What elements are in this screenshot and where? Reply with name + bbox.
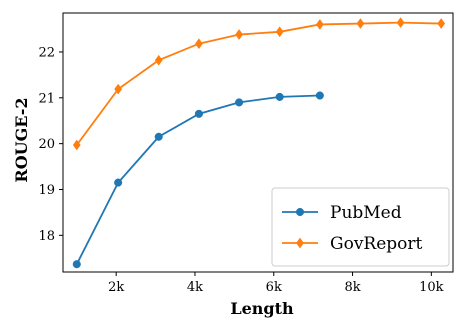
legend-label: GovReport <box>330 234 423 254</box>
y-tick-label: 20 <box>38 137 55 152</box>
data-point <box>195 38 203 50</box>
x-tick-label: 8k <box>344 280 360 295</box>
data-point <box>72 260 81 269</box>
legend-item-govreport: GovReport <box>282 234 423 254</box>
data-point <box>356 18 365 29</box>
legend-marker <box>295 207 305 217</box>
plot-area <box>72 17 446 269</box>
data-point <box>114 178 123 187</box>
series-line <box>76 21 442 146</box>
y-axis-title: ROUGE-2 <box>12 97 31 182</box>
data-point <box>154 132 163 141</box>
data-point <box>114 83 123 95</box>
data-point <box>194 109 203 118</box>
data-point <box>437 18 446 29</box>
x-tick-label: 10k <box>419 280 444 295</box>
x-tick-label: 6k <box>266 280 282 295</box>
data-point <box>72 139 81 151</box>
y-tick-label: 21 <box>38 91 55 106</box>
legend-label: PubMed <box>330 203 402 223</box>
data-point <box>235 29 243 40</box>
legend-item-pubmed: PubMed <box>282 203 402 223</box>
data-point <box>275 92 284 101</box>
data-point <box>396 17 405 29</box>
x-tick-label: 2k <box>108 280 124 295</box>
series-pubmed <box>72 91 324 269</box>
data-point <box>315 19 324 30</box>
y-tick-label: 19 <box>38 183 55 198</box>
x-tick-label: 4k <box>187 280 203 295</box>
plot-frame <box>62 12 454 273</box>
legend: PubMed GovReport <box>271 187 450 267</box>
data-point <box>154 54 163 66</box>
y-tick-label: 22 <box>38 45 55 60</box>
axes: 2k 4k 6k 8k 10k 18 19 20 21 22 <box>38 12 454 295</box>
y-tick-label: 18 <box>38 229 55 244</box>
data-point <box>315 91 324 100</box>
x-axis-title: Length <box>230 299 294 318</box>
data-point <box>235 98 244 107</box>
series-govreport <box>72 17 446 151</box>
data-point <box>275 26 284 38</box>
legend-marker <box>296 237 304 249</box>
legend-box <box>271 187 450 267</box>
